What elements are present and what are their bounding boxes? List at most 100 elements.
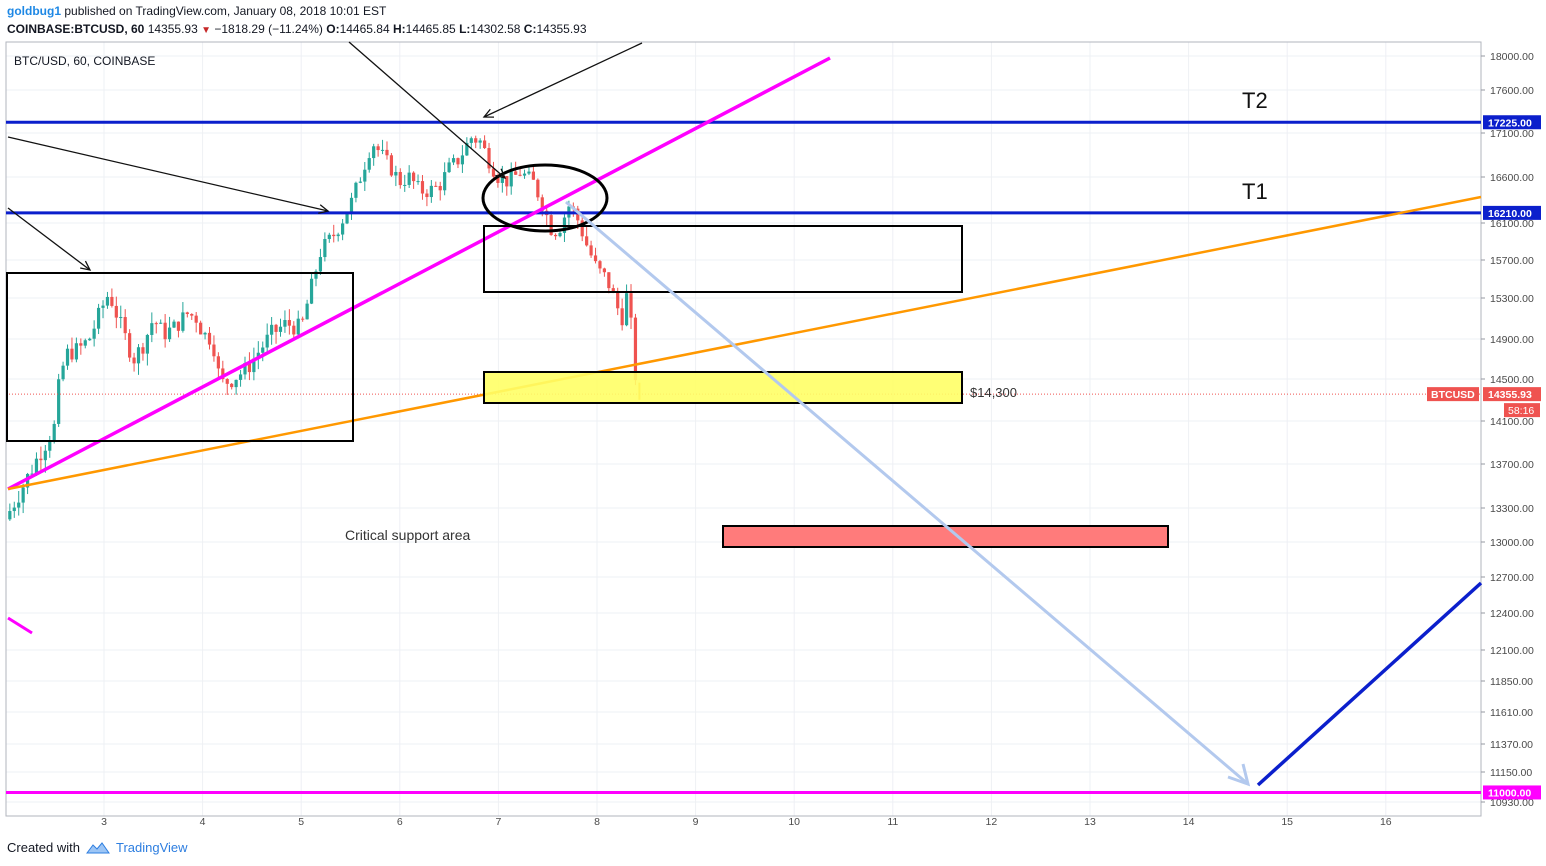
- y-tick-label: 11150.00: [1490, 767, 1532, 779]
- price-label: 17225.00: [1488, 117, 1532, 129]
- close-label: C:: [523, 22, 537, 36]
- candle-up: [61, 365, 65, 380]
- support-price-label: $14,300: [970, 385, 1017, 400]
- candle-up: [74, 343, 78, 360]
- candle-down: [474, 138, 478, 143]
- published-text: published on TradingView.com, January 08…: [64, 4, 387, 18]
- candle-up: [270, 324, 274, 335]
- candle-up: [34, 458, 39, 474]
- symbol-label: COINBASE:BTCUSD, 60: [7, 22, 145, 36]
- pointer-arrowhead: [80, 260, 92, 271]
- price-axis[interactable]: 18000.00 17600.00 17100.00 16600.00 16100.00…: [1427, 51, 1541, 809]
- candle-up: [372, 146, 376, 159]
- created-with-text: Created with: [7, 840, 80, 855]
- candle-up: [318, 257, 323, 272]
- candle-down: [79, 343, 83, 346]
- candle-up: [323, 239, 327, 258]
- y-tick-label: 14900.00: [1490, 334, 1534, 346]
- candle-down: [376, 146, 380, 151]
- orange-trendline: [7, 195, 1482, 491]
- candle-up: [341, 223, 345, 235]
- candle-down: [438, 185, 442, 191]
- candle-down: [39, 458, 43, 461]
- x-tick-label: 10: [788, 816, 800, 828]
- price-label-bg: [1483, 205, 1541, 220]
- candle-up: [261, 347, 265, 353]
- candle-down: [389, 155, 394, 176]
- candle-up: [451, 158, 456, 163]
- candle-down: [287, 320, 291, 326]
- candle-up: [509, 171, 513, 187]
- candle-up: [305, 303, 309, 320]
- last-price: 14355.93: [147, 22, 198, 36]
- price-label-bg: [1483, 115, 1541, 130]
- pointer-arrow: [483, 42, 643, 118]
- candle-up: [278, 326, 283, 332]
- author-link[interactable]: goldbug1: [7, 4, 61, 18]
- candle-up: [296, 318, 300, 335]
- candle-down: [514, 171, 518, 175]
- candle-down: [420, 181, 425, 194]
- candle-down: [585, 236, 589, 246]
- candle-down: [487, 148, 491, 169]
- candle-down: [576, 208, 580, 221]
- candle-down: [425, 193, 429, 198]
- candle-down: [301, 318, 305, 320]
- y-tick-label: 12400.00: [1490, 608, 1534, 620]
- candle-up: [522, 173, 527, 176]
- candle-down: [216, 356, 220, 369]
- candle-up: [52, 423, 56, 442]
- plot-border: [5, 41, 1482, 817]
- candle-down: [456, 158, 460, 165]
- candle-down: [292, 325, 296, 335]
- y-tick-label: 16600.00: [1490, 172, 1534, 184]
- candle-up: [21, 487, 25, 503]
- candle-up: [48, 441, 52, 451]
- candle-down: [70, 348, 74, 360]
- price-label: 16210.00: [1488, 208, 1532, 220]
- candle-down: [505, 176, 509, 187]
- candle-up: [203, 332, 207, 335]
- candle-down: [491, 168, 496, 177]
- highlight-ellipse: [481, 163, 609, 233]
- symbol-line: COINBASE:BTCUSD, 60 14355.93 ▼ −1818.29 …: [7, 22, 587, 36]
- candle-up: [83, 340, 87, 346]
- pointer-arrowhead: [318, 204, 330, 214]
- low-label: L:: [459, 22, 471, 36]
- candle-up: [345, 213, 349, 224]
- candle-up: [17, 502, 21, 508]
- magenta-segment: [7, 616, 33, 635]
- pointer-arrow: [7, 207, 91, 271]
- candle-up: [136, 347, 141, 364]
- y-tick-label: 11370.00: [1490, 739, 1533, 751]
- x-tick-label: 14: [1183, 816, 1195, 828]
- time-axis[interactable]: 3 4 5 6 7 8 9 10 11 12 13 14 15 16: [101, 816, 1392, 828]
- last-price-label: 14355.93: [1488, 389, 1532, 401]
- x-tick-label: 12: [986, 816, 998, 828]
- x-tick-label: 6: [397, 816, 403, 828]
- candle-down: [114, 305, 118, 318]
- y-tick-label: 15300.00: [1490, 293, 1534, 305]
- candle-up: [283, 320, 287, 327]
- candle-up: [358, 181, 362, 183]
- candle-up: [101, 305, 105, 308]
- candle-down: [412, 172, 416, 182]
- candle-down: [593, 255, 598, 262]
- candle-down: [190, 313, 194, 316]
- candle-down: [531, 171, 536, 180]
- candle-down: [540, 197, 544, 211]
- tradingview-brand-link[interactable]: TradingView: [115, 840, 188, 855]
- candle-up: [327, 234, 331, 240]
- y-tick-label: 13300.00: [1490, 503, 1534, 515]
- x-tick-label: 11: [887, 816, 898, 828]
- candle-up: [500, 176, 504, 183]
- candle-up: [43, 450, 47, 461]
- candle-up: [243, 363, 247, 375]
- y-tick-label: 14500.00: [1490, 374, 1534, 386]
- y-tick-label: 11610.00: [1490, 707, 1533, 719]
- candle-down: [185, 312, 189, 314]
- resistance-box: [483, 225, 963, 293]
- candle-down: [212, 344, 216, 357]
- candle-down: [176, 321, 181, 331]
